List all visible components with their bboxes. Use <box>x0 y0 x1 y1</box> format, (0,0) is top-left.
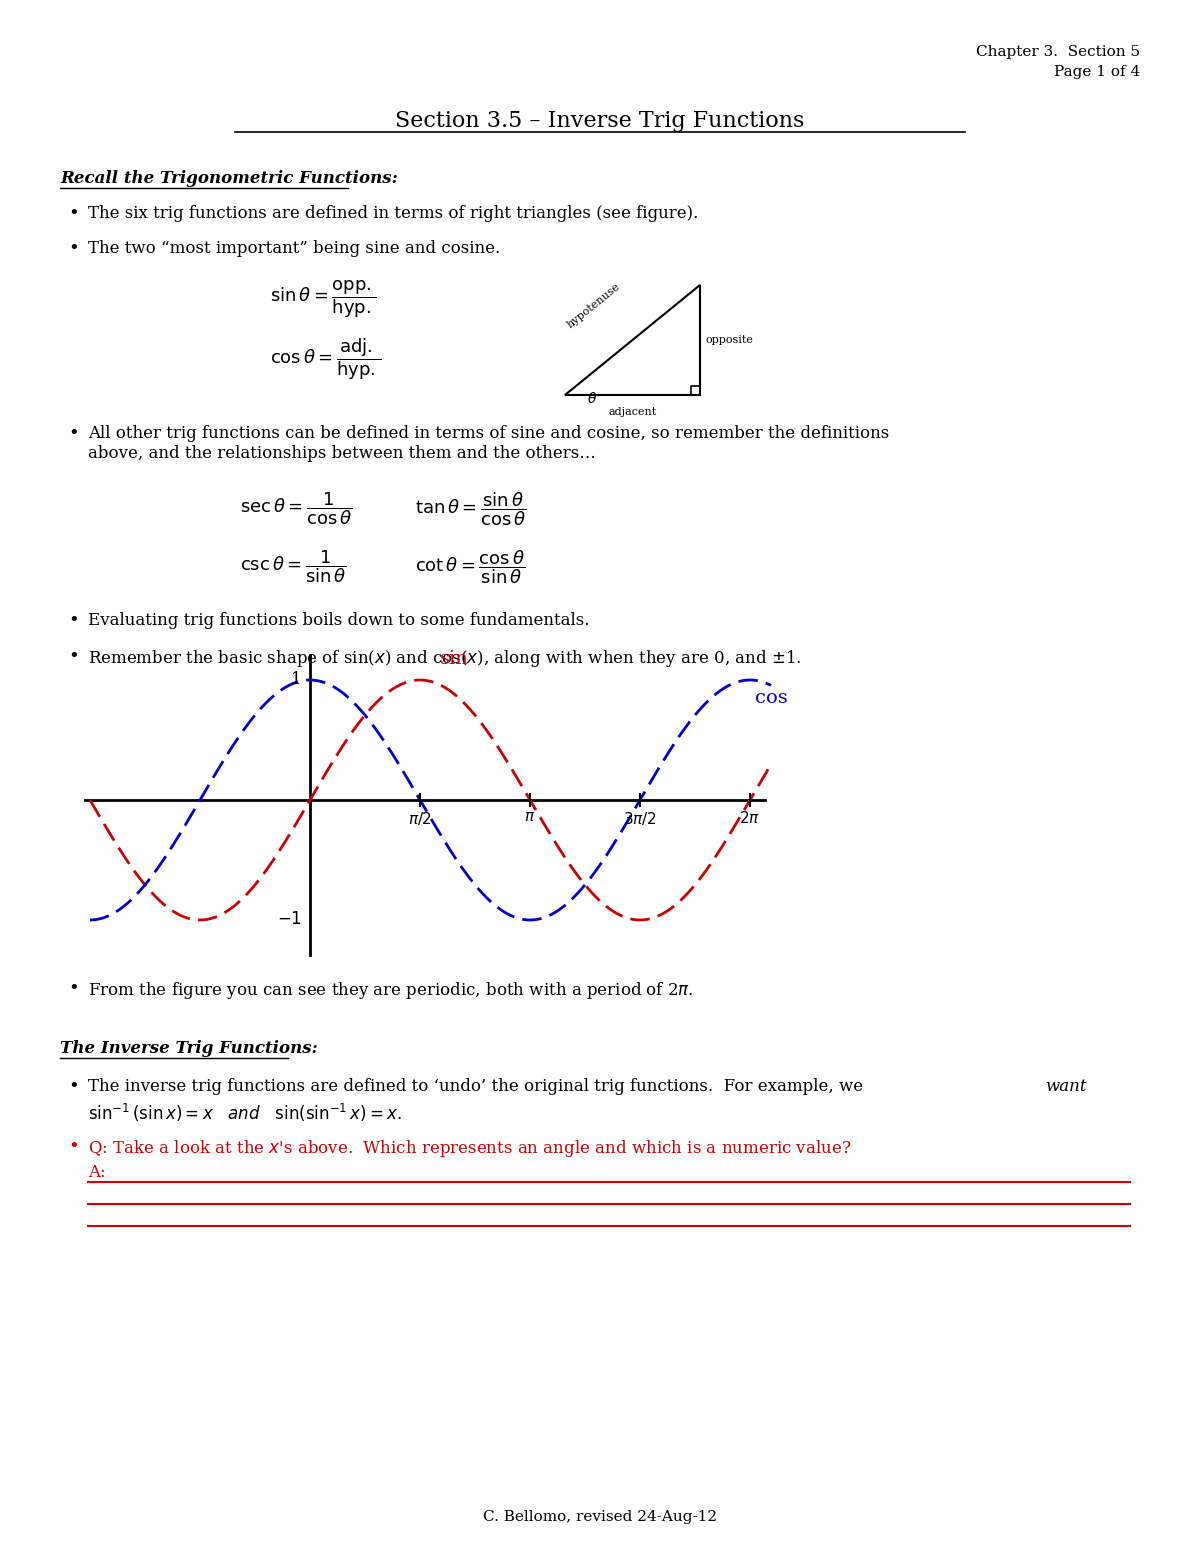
Text: Recall the Trigonometric Functions:: Recall the Trigonometric Functions: <box>60 169 397 186</box>
Text: adjacent: adjacent <box>608 407 656 418</box>
Text: •: • <box>68 426 79 443</box>
Text: From the figure you can see they are periodic, both with a period of 2$\pi$.: From the figure you can see they are per… <box>88 980 694 1002</box>
Text: 1: 1 <box>292 671 302 688</box>
Text: Remember the basic shape of sin($x$) and cos($x$), along with when they are 0, a: Remember the basic shape of sin($x$) and… <box>88 648 802 669</box>
Text: •: • <box>68 980 79 999</box>
Text: C. Bellomo, revised 24-Aug-12: C. Bellomo, revised 24-Aug-12 <box>482 1510 718 1523</box>
Text: cos: cos <box>755 690 787 707</box>
Text: $\sin^{-1}(\sin x) = x$   $and$   $\sin(\sin^{-1} x) = x$.: $\sin^{-1}(\sin x) = x$ $and$ $\sin(\sin… <box>88 1103 402 1124</box>
Text: •: • <box>68 1078 79 1096</box>
Text: A:: A: <box>88 1165 110 1180</box>
Text: $2\pi$: $2\pi$ <box>739 811 761 826</box>
Text: The Inverse Trig Functions:: The Inverse Trig Functions: <box>60 1041 318 1058</box>
Text: $3\pi/2$: $3\pi/2$ <box>623 811 656 828</box>
Text: $\tan\theta = \dfrac{\sin\theta}{\cos\theta}$: $\tan\theta = \dfrac{\sin\theta}{\cos\th… <box>415 491 527 528</box>
Text: The inverse trig functions are defined to ‘undo’ the original trig functions.  F: The inverse trig functions are defined t… <box>88 1078 869 1095</box>
Text: $\cos\theta = \dfrac{\mathrm{adj.}}{\mathrm{hyp.}}$: $\cos\theta = \dfrac{\mathrm{adj.}}{\mat… <box>270 335 382 382</box>
Text: •: • <box>68 241 79 258</box>
Text: Chapter 3.  Section 5: Chapter 3. Section 5 <box>976 45 1140 59</box>
Text: $-1$: $-1$ <box>277 912 302 929</box>
Text: $\pi$: $\pi$ <box>524 811 535 825</box>
Text: want: want <box>1045 1078 1086 1095</box>
Text: Evaluating trig functions boils down to some fundamentals.: Evaluating trig functions boils down to … <box>88 612 589 629</box>
Text: The six trig functions are defined in terms of right triangles (see figure).: The six trig functions are defined in te… <box>88 205 698 222</box>
Text: $\pi/2$: $\pi/2$ <box>408 811 432 828</box>
Text: •: • <box>68 612 79 631</box>
Text: sin: sin <box>440 651 469 668</box>
Text: $\cot\theta = \dfrac{\cos\theta}{\sin\theta}$: $\cot\theta = \dfrac{\cos\theta}{\sin\th… <box>415 548 526 585</box>
Text: $\csc\theta = \dfrac{1}{\sin\theta}$: $\csc\theta = \dfrac{1}{\sin\theta}$ <box>240 548 347 584</box>
Text: $\sin\theta = \dfrac{\mathrm{opp.}}{\mathrm{hyp.}}$: $\sin\theta = \dfrac{\mathrm{opp.}}{\mat… <box>270 278 377 320</box>
Text: Page 1 of 4: Page 1 of 4 <box>1054 65 1140 79</box>
Text: The two “most important” being sine and cosine.: The two “most important” being sine and … <box>88 241 500 256</box>
Text: $\sec\theta = \dfrac{1}{\cos\theta}$: $\sec\theta = \dfrac{1}{\cos\theta}$ <box>240 491 353 526</box>
Text: •: • <box>68 1138 79 1155</box>
Text: Q: Take a look at the $x$'s above.  Which represents an angle and which is a num: Q: Take a look at the $x$'s above. Which… <box>88 1138 851 1159</box>
Text: hypotenuse: hypotenuse <box>565 281 623 329</box>
Text: •: • <box>68 648 79 666</box>
Text: •: • <box>68 205 79 224</box>
Text: opposite: opposite <box>706 335 754 345</box>
Text: $\theta$: $\theta$ <box>587 391 598 405</box>
Text: All other trig functions can be defined in terms of sine and cosine, so remember: All other trig functions can be defined … <box>88 426 889 461</box>
Text: Section 3.5 – Inverse Trig Functions: Section 3.5 – Inverse Trig Functions <box>395 110 805 132</box>
